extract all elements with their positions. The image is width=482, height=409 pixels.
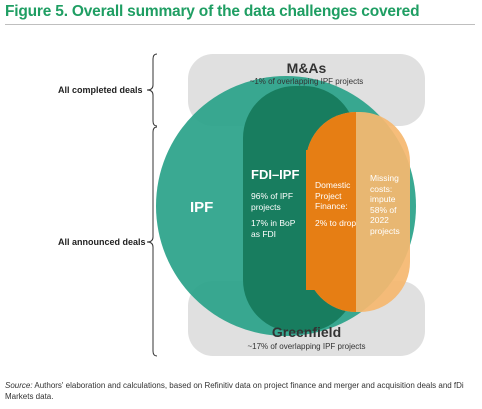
bracket-announced-deals <box>146 126 158 357</box>
fdi-ipf-line-4: as FDI <box>251 228 277 239</box>
fdi-ipf-title: FDI–IPF <box>251 167 300 182</box>
bracket-completed-deals <box>146 53 158 127</box>
missing-line-3: impute <box>370 194 396 204</box>
domestic-line-3: Finance: <box>315 201 348 211</box>
missing-line-5: 2022 <box>370 215 389 225</box>
figure-title: Figure 5. Overall summary of the data ch… <box>5 3 420 20</box>
title-divider <box>5 24 475 25</box>
fdi-ipf-line-1: 96% of IPF <box>251 191 294 201</box>
announced-deals-label: All announced deals <box>58 237 146 247</box>
domestic-finance-overlap <box>306 150 356 290</box>
missing-line-6: projects <box>370 225 400 236</box>
domestic-line-2: Project <box>315 190 342 201</box>
ma-subtitle: ~1% of overlapping IPF projects <box>249 77 364 86</box>
domestic-finance-text: Domestic Project Finance: 2% to drop <box>315 180 356 228</box>
missing-line-1: Missing <box>370 173 399 183</box>
domestic-line-1: Domestic <box>315 180 351 190</box>
fdi-ipf-line-2: projects <box>251 201 281 212</box>
greenfield-title: Greenfield <box>271 324 342 340</box>
completed-deals-label: All completed deals <box>58 85 143 95</box>
fdi-ipf-text: 96% of IPF projects 17% in BoP as FDI <box>251 191 295 239</box>
domestic-line-4: 2% to drop <box>315 217 357 228</box>
missing-costs-text: Missing costs: impute 58% of 2022 projec… <box>370 173 400 236</box>
ma-title: M&As <box>286 60 327 76</box>
greenfield-subtitle: ~17% of overlapping IPF projects <box>247 342 366 351</box>
ipf-label: IPF <box>190 199 214 216</box>
source-text: Authors' elaboration and calculations, b… <box>5 381 464 401</box>
source-note: Source: Authors' elaboration and calcula… <box>5 381 477 402</box>
source-label: Source: <box>5 381 33 390</box>
fdi-ipf-line-3: 17% in BoP <box>251 218 296 228</box>
missing-line-2: costs: <box>370 183 393 194</box>
missing-line-4: 58% of <box>370 204 397 215</box>
